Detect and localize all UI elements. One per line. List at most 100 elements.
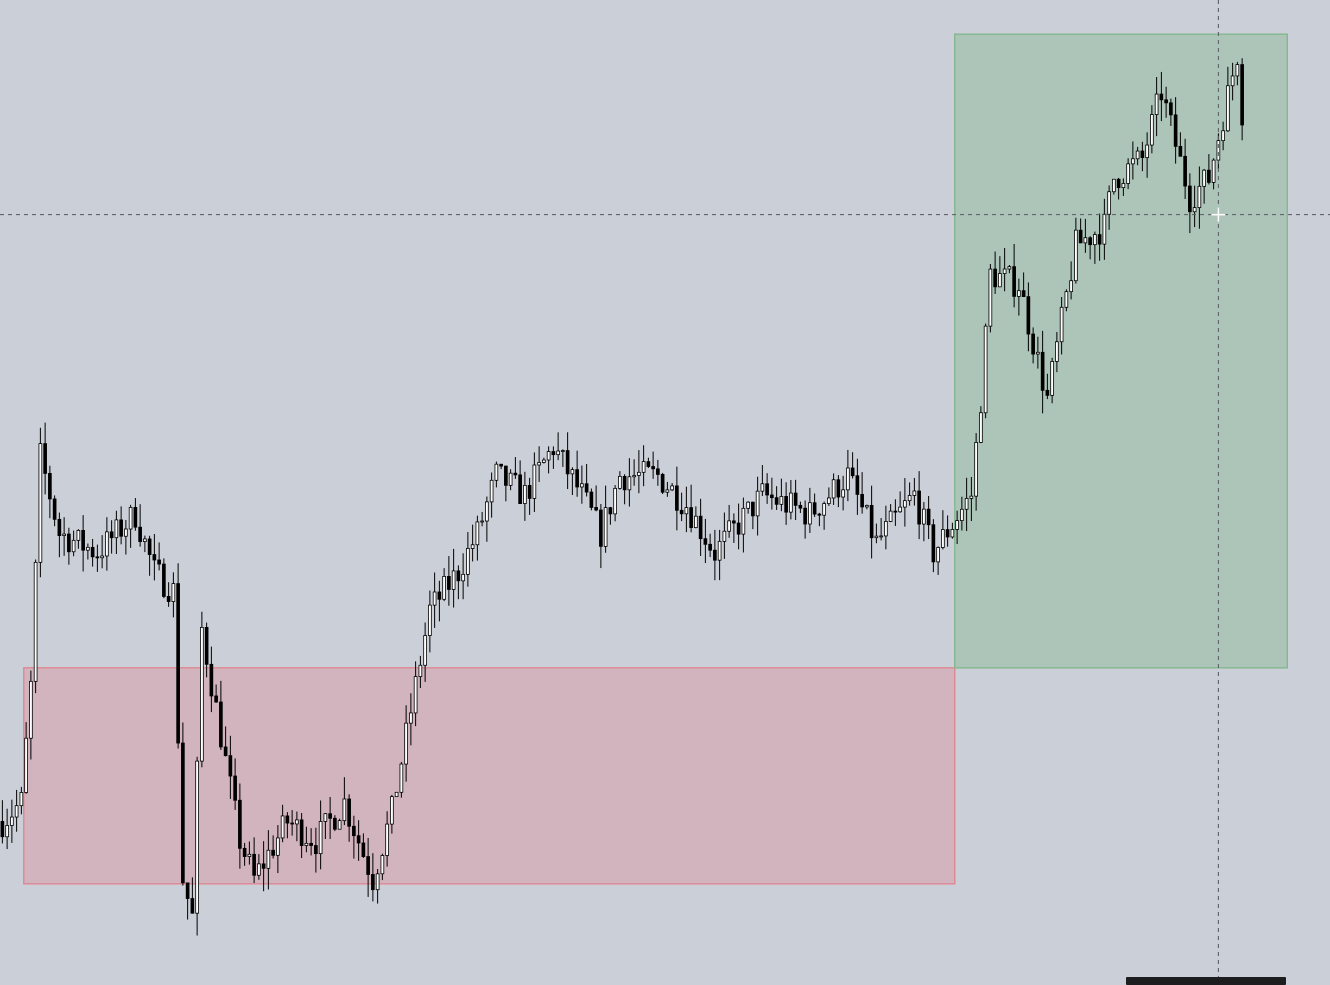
candle	[181, 722, 185, 886]
candle	[1159, 71, 1164, 122]
candle	[608, 506, 613, 525]
candle-body	[765, 483, 769, 496]
candle-body	[480, 520, 484, 523]
candle-body	[1055, 341, 1059, 362]
candle	[869, 485, 874, 559]
candle-body	[214, 695, 218, 703]
candle	[333, 815, 337, 832]
candle-body	[223, 746, 228, 757]
candle-body	[432, 591, 437, 606]
candle-body	[499, 463, 503, 467]
candle-body	[1088, 237, 1092, 246]
candle-body	[1093, 234, 1097, 246]
candle	[860, 472, 864, 514]
candle	[475, 515, 480, 561]
candle-body	[233, 775, 237, 801]
candle	[461, 553, 465, 600]
candle-body	[808, 502, 812, 525]
candle-body	[1188, 185, 1192, 213]
candle	[1036, 336, 1040, 369]
candle	[632, 459, 636, 486]
candle-body	[105, 531, 109, 557]
candle-body	[1002, 268, 1007, 274]
candle	[347, 794, 351, 842]
candle-body	[561, 450, 565, 452]
candle	[1126, 158, 1130, 190]
candle	[29, 670, 33, 760]
candle	[893, 499, 898, 526]
candle	[152, 534, 157, 581]
candle-body	[865, 504, 869, 508]
candle-body	[618, 475, 622, 489]
candle-body	[698, 515, 703, 540]
candle-body	[513, 472, 518, 476]
candle-body	[741, 507, 746, 535]
candle	[494, 461, 499, 488]
candle	[385, 811, 389, 867]
candle	[993, 251, 997, 294]
candle	[1211, 158, 1216, 190]
candle	[1083, 218, 1088, 253]
candle-body	[95, 556, 100, 559]
candle	[86, 543, 90, 560]
candle-body	[1069, 280, 1073, 293]
candle-body	[71, 539, 76, 553]
candle	[1007, 264, 1012, 274]
candle	[670, 483, 674, 492]
candle	[1059, 296, 1064, 355]
candle-body	[1050, 361, 1054, 396]
candle-body	[200, 626, 204, 762]
candle	[675, 466, 679, 531]
candle	[513, 457, 518, 479]
candle	[1188, 173, 1192, 234]
candle	[879, 518, 883, 541]
candle-body	[356, 835, 361, 844]
candle	[361, 833, 366, 858]
candle	[651, 451, 655, 479]
candle	[238, 783, 242, 869]
candle-body	[152, 554, 157, 561]
candle-body	[841, 489, 845, 498]
candle-body	[394, 791, 399, 798]
candle	[855, 458, 860, 515]
candle	[285, 812, 290, 839]
candles-layer	[0, 58, 1244, 936]
candle	[280, 804, 285, 843]
candle	[684, 486, 689, 533]
candle	[1145, 132, 1149, 178]
candle	[708, 533, 712, 558]
candle-body	[195, 760, 199, 914]
candle	[432, 572, 437, 628]
candle	[660, 472, 665, 495]
candle-body	[390, 796, 394, 825]
candle-body	[1240, 64, 1244, 126]
candle	[195, 756, 199, 936]
candle-body	[494, 463, 499, 481]
candle-body	[371, 874, 375, 891]
candle-body	[437, 591, 442, 600]
candle	[527, 477, 532, 515]
candle	[1093, 231, 1097, 264]
candle-body	[314, 845, 318, 855]
candle	[931, 519, 936, 573]
candle	[817, 512, 822, 527]
candle-body	[945, 529, 950, 538]
candle-body	[641, 461, 646, 473]
candle	[622, 474, 627, 505]
candle	[912, 477, 917, 506]
candle	[1055, 332, 1059, 373]
candle	[827, 487, 831, 506]
candle	[1154, 77, 1159, 137]
candle	[1178, 132, 1183, 157]
candle	[404, 705, 408, 782]
candle-body	[299, 819, 304, 846]
candle	[1088, 236, 1092, 260]
candle-body	[1074, 229, 1078, 282]
candle-body	[366, 856, 370, 875]
candle	[789, 479, 793, 520]
candle	[580, 465, 584, 504]
candle	[665, 481, 670, 497]
candle-body	[143, 538, 147, 542]
